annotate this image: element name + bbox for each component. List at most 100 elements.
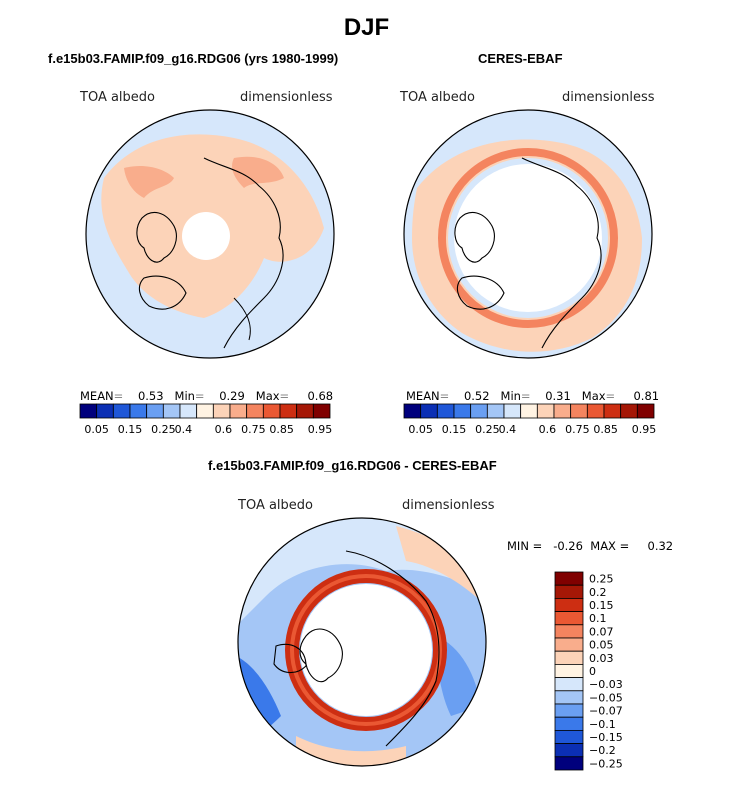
map-2-sea-ice-edge [438,148,618,328]
colorbar-cell [312,403,331,419]
panel-2-stats: MEAN= 0.52 Min= 0.31 Max= 0.81 [406,389,660,403]
colorbar-cell [403,403,422,419]
colorbar-tick-label: 0.25 [151,423,176,436]
panel-1-mean-label: MEAN [80,389,114,403]
panel-2-variable: TOA albedo [400,90,476,105]
diff-colorbar-cell [554,729,584,744]
colorbar-tick-label: 0.05 [84,423,109,436]
colorbar-cell [553,403,572,419]
colorbar-panel-2: 0.05 0.15 0.25 0.4 0.6 0.75 0.85 0.95 [403,403,656,436]
map-panel-3 [237,517,487,767]
colorbar-cell [246,403,264,419]
colorbar-cell [129,403,148,419]
diff-colorbar-tick-label: 0.07 [589,625,614,638]
map-3-negative-east [436,636,481,716]
diff-colorbar-cell [554,716,584,731]
panel-3-min: -0.26 [553,539,583,553]
colorbar-cell [620,403,638,419]
diff-colorbar-cell [554,637,584,652]
colorbar-tick-label: 0.4 [175,423,193,436]
map-1-coastline-extra [233,297,251,341]
map-2-border [403,109,653,359]
colorbar-cell [296,403,314,419]
map-3-polar-gap [300,584,432,716]
diff-colorbar-tick-label: −0.05 [589,691,623,704]
colorbar-cell [486,403,505,419]
panel-1-max: 0.68 [307,389,334,403]
map-2-coastline-greenland [454,211,495,263]
colorbar-cell [436,403,455,419]
figure-title: DJF [343,14,390,41]
map-2-coastline-scandinavia [456,275,505,310]
map-1-border [85,109,335,359]
map-3-coastline-north-america [345,550,440,747]
panel-1-min-label: Min [174,389,195,403]
panel-1-max-label: Max [255,389,280,403]
panel-3-max: 0.32 [647,539,674,553]
diff-colorbar-cell [554,690,584,705]
diff-colorbar-cell [554,743,584,758]
colorbar-panel-1: 0.05 0.15 0.25 0.4 0.6 0.75 0.85 0.95 [79,403,332,436]
colorbar-cell [636,403,655,419]
diff-colorbar-tick-label: 0 [589,665,596,678]
panel-2-min: 0.31 [545,389,571,403]
colorbar-cell [196,403,214,419]
map-1-coastline-scandinavia [138,275,187,310]
colorbar-tick-label: 0.05 [408,423,433,436]
colorbar-cell [96,403,114,419]
diff-colorbar-tick-label: 0.2 [589,586,607,599]
diff-colorbar-cell [554,584,584,599]
panel-2-mean: 0.52 [463,389,490,403]
colorbar-tick-label: 0.15 [442,423,467,436]
diff-colorbar-tick-label: 0.03 [589,652,614,665]
diff-colorbar-cell [554,624,584,639]
panel-2-min-label: Min [500,389,521,403]
map-3-coastline-scandinavia [273,643,307,674]
map-1-coastline-greenland [136,211,177,263]
colorbar-cell [229,403,248,419]
map-3-border [237,517,487,767]
map-3-sea-ice-edge-inner [290,574,442,726]
panel-1-title: f.e15b03.FAMIP.f09_g16.RDG06 (yrs 1980-1… [48,51,339,66]
panel-3-variable: TOA albedo [238,498,314,513]
colorbar-tick-label: 0.85 [593,423,618,436]
colorbar-tick-label: 0.85 [269,423,294,436]
colorbar-cell [453,403,472,419]
panel-3-max-label: MAX [590,539,616,553]
panel-2-max: 0.81 [633,389,660,403]
diff-colorbar-tick-label: −0.07 [589,705,623,718]
diff-colorbar-cell [554,597,584,612]
colorbar-cell [503,403,522,419]
diff-colorbar-tick-label: −0.15 [589,731,623,744]
colorbar-tick-label: 0.6 [215,423,233,436]
diff-colorbar-cell [554,650,584,665]
panel-1-units: dimensionless [240,90,333,105]
map-1-polar-gap [182,212,230,260]
colorbar-cell [162,403,181,419]
panel-3-min-label: MIN [507,539,529,553]
map-panel-1 [85,109,335,359]
diff-colorbar-cell [554,611,584,626]
diff-colorbar-cell [554,703,584,718]
diff-colorbar-cell [554,571,584,586]
panel-1-mean: 0.53 [137,389,164,403]
colorbar-cell [603,403,622,419]
colorbar-cell [112,403,131,419]
diff-colorbar-cell [554,677,584,692]
colorbar-cell [570,403,588,419]
map-3-coastline-greenland [299,628,343,683]
panel-3-title: f.e15b03.FAMIP.f09_g16.RDG06 - CERES-EBA… [208,458,497,473]
colorbar-cell [420,403,438,419]
diff-colorbar-tick-label: −0.1 [589,718,616,731]
colorbar-cell [536,403,555,419]
panel-3-units: dimensionless [402,498,495,513]
panel-3-stats: MIN = -0.26 MAX = 0.32 [507,539,674,553]
diff-colorbar-tick-label: 0.1 [589,612,607,625]
diff-colorbar-tick-label: −0.2 [589,744,616,757]
colorbar-tick-label: 0.4 [499,423,516,436]
colorbar-cell [179,403,198,419]
panel-2-title: CERES-EBAF [478,51,563,66]
colorbar-tick-label: 0.15 [118,423,143,436]
colorbar-panel-3: 0.250.20.150.10.070.050.030−0.03−0.05−0.… [554,571,623,770]
map-2-coastline-north-america [521,157,602,349]
